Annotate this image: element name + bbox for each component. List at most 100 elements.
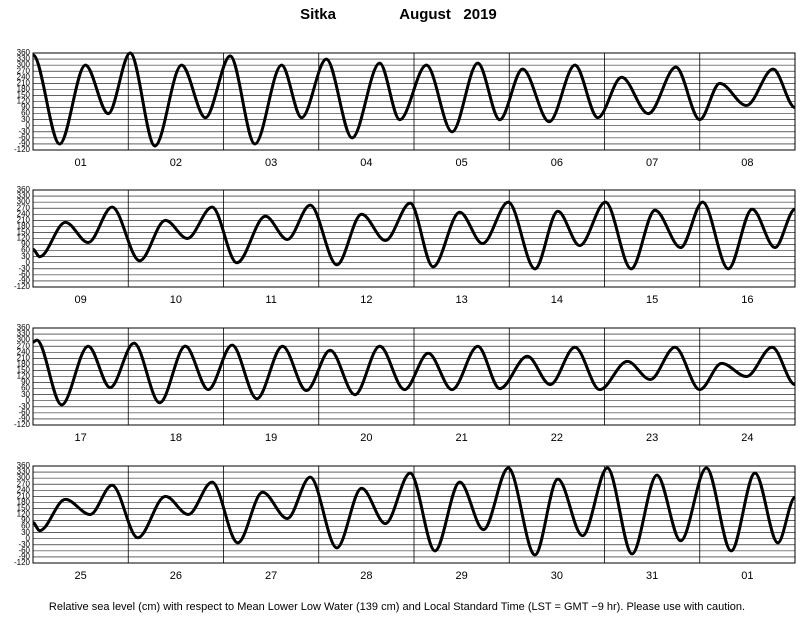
x-tick-label: 11	[265, 294, 276, 306]
y-tick-label: 90	[21, 378, 30, 387]
y-tick-label: -60	[18, 133, 30, 142]
y-tick-label: 150	[17, 366, 31, 375]
panel-frame	[32, 465, 796, 564]
y-tick-label: -120	[14, 145, 31, 154]
y-tick-label: 300	[17, 473, 31, 482]
y-tick-label: 210	[17, 78, 31, 87]
y-tick-label: -60	[18, 546, 30, 555]
x-tick-label: 24	[741, 432, 753, 444]
y-tick-label: 240	[17, 485, 31, 494]
x-tick-label: 06	[551, 157, 563, 169]
y-tick-label: 0	[26, 258, 31, 267]
y-tick-label: -30	[18, 402, 30, 411]
y-tick-label: -60	[18, 408, 30, 417]
x-tick-label: 25	[75, 570, 87, 582]
y-tick-label: -120	[14, 420, 31, 429]
x-tick-label: 02	[170, 157, 182, 169]
tide-line	[32, 200, 796, 271]
x-tick-label: 14	[551, 294, 563, 306]
caption: Relative sea level (cm) with respect to …	[49, 601, 745, 613]
x-tick-label: 03	[265, 157, 277, 169]
x-tick-label: 08	[741, 157, 753, 169]
x-tick-label: 22	[551, 432, 563, 444]
y-tick-label: 0	[26, 396, 31, 405]
x-tick-label: 30	[551, 570, 563, 582]
y-tick-label: 270	[17, 66, 31, 75]
y-tick-label: 0	[26, 121, 31, 130]
y-tick-label: 120	[17, 234, 31, 243]
y-tick-label: 330	[17, 54, 31, 63]
y-tick-label: 210	[17, 215, 31, 224]
panel-frame	[32, 327, 796, 426]
y-tick-label: 90	[21, 103, 30, 112]
y-tick-label: 120	[17, 97, 31, 106]
x-tick-label: 18	[170, 432, 182, 444]
y-tick-label: 330	[17, 467, 31, 476]
y-tick-label: 90	[21, 240, 30, 249]
y-tick-label: 60	[21, 522, 30, 531]
y-tick-label: -30	[18, 264, 30, 273]
x-tick-label: 20	[360, 432, 372, 444]
x-tick-label: 19	[265, 432, 277, 444]
y-tick-label: -30	[18, 540, 30, 549]
y-tick-label: 30	[21, 390, 30, 399]
x-tick-label: 10	[170, 294, 182, 306]
x-tick-label: 01	[741, 570, 753, 582]
y-tick-label: 360	[17, 185, 31, 194]
panel-frame	[32, 189, 796, 288]
y-tick-label: 0	[26, 534, 31, 543]
x-tick-label: 07	[646, 157, 658, 169]
y-tick-label: 240	[17, 209, 31, 218]
y-tick-label: 150	[17, 228, 31, 237]
y-tick-label: 30	[21, 115, 30, 124]
y-tick-label: -90	[18, 552, 30, 561]
x-tick-label: 09	[75, 294, 87, 306]
y-tick-label: 30	[21, 252, 30, 261]
y-tick-label: 60	[21, 384, 30, 393]
x-tick-label: 17	[75, 432, 87, 444]
x-tick-label: 31	[646, 570, 658, 582]
x-tick-label: 27	[265, 570, 277, 582]
y-tick-label: 270	[17, 203, 31, 212]
y-tick-label: 360	[17, 323, 31, 332]
y-tick-label: 330	[17, 191, 31, 200]
month-title: August 2019	[399, 6, 497, 23]
y-tick-label: 330	[17, 329, 31, 338]
y-tick-label: 150	[17, 504, 31, 513]
y-tick-label: -30	[18, 127, 30, 136]
y-tick-label: 240	[17, 72, 31, 81]
tide-line	[32, 338, 796, 407]
y-tick-label: -90	[18, 276, 30, 285]
tide-line	[31, 51, 796, 148]
y-tick-label: 300	[17, 60, 31, 69]
y-tick-label: 210	[17, 491, 31, 500]
y-tick-label: 270	[17, 341, 31, 350]
x-tick-label: 26	[170, 570, 182, 582]
x-tick-label: 28	[360, 570, 372, 582]
x-tick-label: 16	[741, 294, 753, 306]
y-tick-label: 180	[17, 359, 31, 368]
x-tick-label: 04	[360, 157, 372, 169]
y-tick-label: 300	[17, 197, 31, 206]
y-tick-label: 120	[17, 510, 31, 519]
y-tick-label: -120	[14, 558, 31, 567]
y-tick-label: 60	[21, 246, 30, 255]
tide-line	[32, 466, 797, 557]
y-tick-label: 210	[17, 353, 31, 362]
y-tick-label: 90	[21, 516, 30, 525]
x-tick-label: 15	[646, 294, 658, 306]
y-tick-label: 180	[17, 84, 31, 93]
y-tick-label: 180	[17, 221, 31, 230]
x-tick-label: 13	[456, 294, 468, 306]
panel-frame	[32, 52, 796, 151]
x-tick-label: 29	[456, 570, 468, 582]
y-tick-label: -90	[18, 139, 30, 148]
y-tick-label: -60	[18, 270, 30, 279]
x-tick-label: 23	[646, 432, 658, 444]
y-tick-label: 180	[17, 497, 31, 506]
y-tick-label: 360	[17, 461, 31, 470]
y-tick-label: 120	[17, 372, 31, 381]
y-tick-label: 360	[17, 48, 31, 57]
